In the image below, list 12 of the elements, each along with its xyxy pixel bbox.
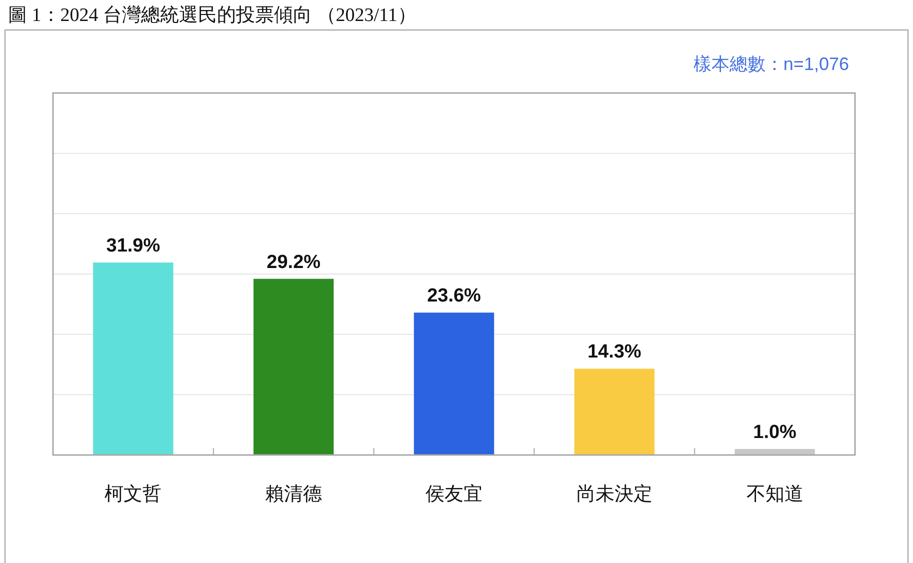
x-tick-label: 侯友宜 [426,483,482,505]
data-label: 14.3% [587,342,642,363]
data-label: 29.2% [266,252,321,273]
data-label: 1.0% [753,422,797,443]
data-label: 31.9% [106,236,160,257]
x-tick-label: 不知道 [746,484,804,505]
x-tick-label: 賴清德 [265,484,322,505]
x-tick-label: 尚未決定 [576,483,652,505]
x-tick-label: 柯文哲 [104,484,162,505]
data-label: 23.6% [427,286,482,307]
text: 樣本總數：n=1,076 [693,54,849,74]
chart-title: 圖 1：2024 台灣總統選民的投票傾向 （2023/11） [8,5,416,26]
